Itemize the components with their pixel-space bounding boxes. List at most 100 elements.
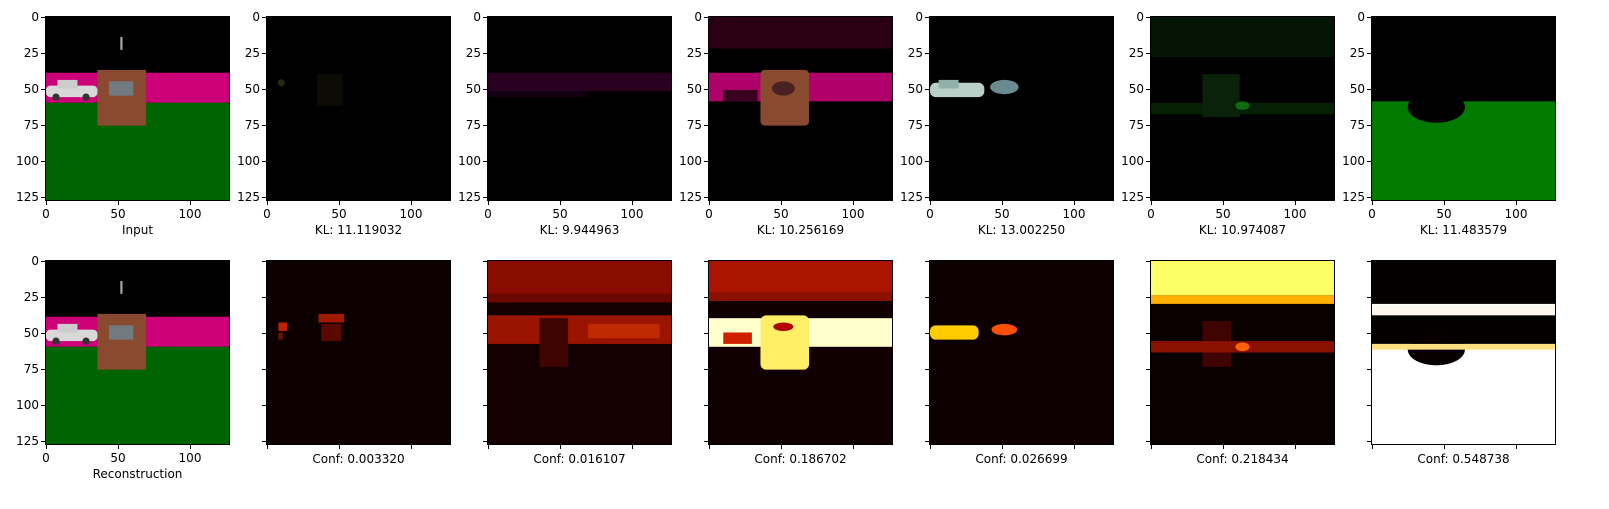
panel-image [709,261,892,444]
y-tick-label: 100 [16,398,39,412]
x-tick-mark [46,445,47,449]
y-tick-label: 0 [694,10,702,24]
y-tick-label: 75 [686,118,702,132]
y-tick-mark [41,261,45,262]
y-tick-mark [41,369,45,370]
panel-image [1372,17,1555,200]
x-tick-mark [632,445,633,449]
y-tick-label: 75 [1349,118,1365,132]
x-tick-mark [560,201,561,205]
y-tick-mark [925,125,929,126]
x-tick-mark [1002,201,1003,205]
y-tick-label: 50 [465,82,481,96]
y-tick-label: 125 [237,190,260,204]
y-tick-mark [704,333,708,334]
y-tick-label: 125 [900,190,923,204]
y-tick-mark [1367,405,1371,406]
y-tick-mark [483,89,487,90]
y-tick-mark [41,17,45,18]
panel-caption: Reconstruction [92,467,183,481]
x-tick-mark [1372,201,1373,205]
image-panel-bottom-6 [1371,260,1556,445]
y-tick-mark [1146,53,1150,54]
image-panel-bottom-0 [45,260,230,445]
panel-image [488,17,671,200]
y-tick-mark [925,405,929,406]
x-tick-label: 0 [42,451,50,465]
x-tick-mark [1444,201,1445,205]
y-tick-label: 100 [16,154,39,168]
x-tick-mark [1516,201,1517,205]
y-tick-mark [262,89,266,90]
x-tick-mark [560,445,561,449]
y-tick-label: 25 [23,46,39,60]
x-tick-label: 0 [926,207,934,221]
x-tick-mark [190,201,191,205]
y-tick-mark [1146,17,1150,18]
y-tick-mark [483,297,487,298]
y-tick-mark [262,297,266,298]
y-tick-label: 75 [244,118,260,132]
panel-caption: KL: 11.119032 [314,223,403,237]
x-tick-label: 0 [263,207,271,221]
y-tick-label: 25 [465,46,481,60]
panel-caption: KL: 10.974087 [1198,223,1287,237]
y-tick-mark [41,125,45,126]
y-tick-mark [704,261,708,262]
x-tick-label: 100 [178,451,202,465]
y-tick-label: 100 [900,154,923,168]
panel-image [1151,261,1334,444]
x-tick-mark [488,445,489,449]
image-panel-top-4 [929,16,1114,201]
x-tick-mark [1372,445,1373,449]
x-tick-mark [411,445,412,449]
x-tick-mark [1151,445,1152,449]
y-tick-label: 125 [16,434,39,448]
y-tick-label: 0 [915,10,923,24]
y-tick-label: 0 [1357,10,1365,24]
y-tick-mark [1367,89,1371,90]
y-tick-mark [1367,53,1371,54]
y-tick-label: 0 [31,10,39,24]
y-tick-label: 25 [1349,46,1365,60]
panel-image [1151,17,1334,200]
x-tick-mark [1223,445,1224,449]
image-panel-bottom-5 [1150,260,1335,445]
y-tick-mark [262,441,266,442]
y-tick-label: 50 [244,82,260,96]
y-tick-label: 75 [1128,118,1144,132]
x-tick-mark [190,445,191,449]
x-tick-label: 50 [552,207,568,221]
y-tick-mark [41,441,45,442]
y-tick-mark [1367,125,1371,126]
image-panel-top-6 [1371,16,1556,201]
y-tick-mark [704,297,708,298]
y-tick-mark [1367,261,1371,262]
x-tick-mark [930,201,931,205]
image-panel-bottom-4 [929,260,1114,445]
x-tick-label: 0 [1368,207,1376,221]
y-tick-mark [1367,197,1371,198]
y-tick-label: 50 [1349,82,1365,96]
y-tick-mark [1367,161,1371,162]
x-tick-mark [1074,445,1075,449]
panel-image [1372,261,1555,444]
x-tick-label: 0 [484,207,492,221]
y-tick-mark [1146,405,1150,406]
y-tick-label: 50 [907,82,923,96]
y-tick-mark [704,53,708,54]
y-tick-mark [1367,441,1371,442]
y-tick-label: 0 [473,10,481,24]
panel-image [46,261,229,444]
y-tick-mark [262,261,266,262]
image-panel-bottom-1 [266,260,451,445]
x-tick-mark [411,201,412,205]
y-tick-mark [483,441,487,442]
y-tick-mark [483,261,487,262]
x-tick-mark [118,201,119,205]
y-tick-mark [483,53,487,54]
x-tick-mark [709,445,710,449]
panel-image [488,261,671,444]
x-tick-label: 100 [178,207,202,221]
y-tick-label: 75 [23,362,39,376]
